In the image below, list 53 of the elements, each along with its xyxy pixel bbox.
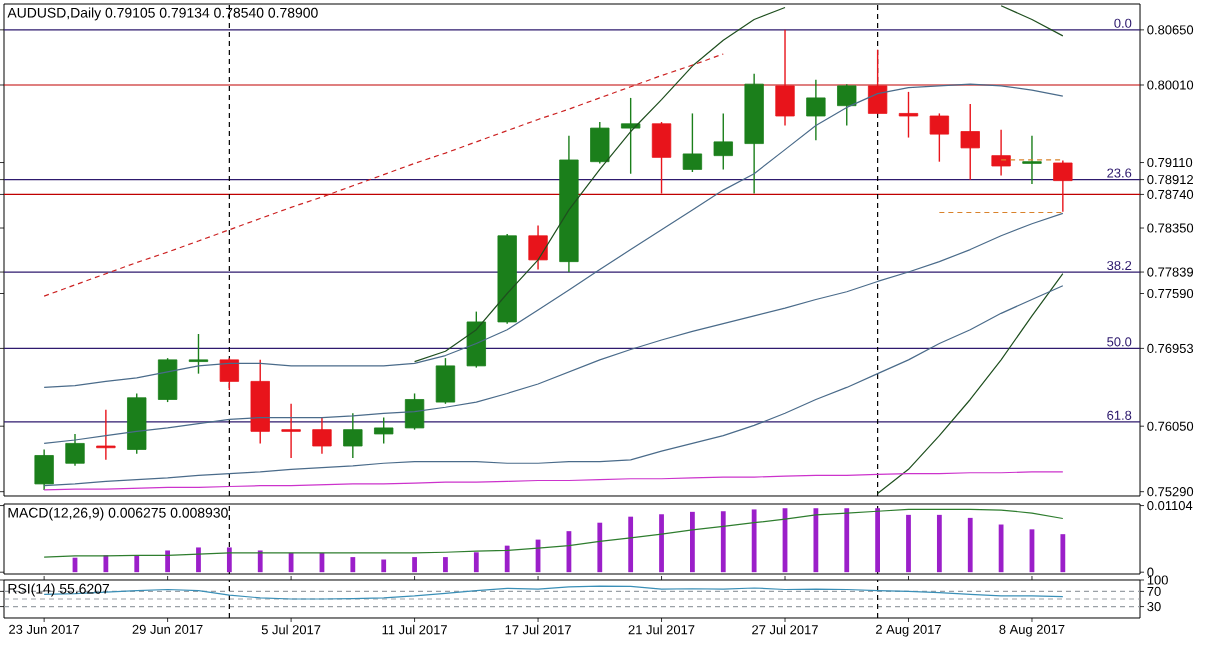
bar — [1060, 534, 1066, 573]
bar — [690, 511, 695, 573]
candlestick — [837, 83, 857, 127]
bar — [998, 524, 1004, 573]
candlestick — [898, 91, 919, 139]
bar — [257, 550, 263, 573]
candlestick — [466, 310, 486, 369]
bar — [196, 547, 201, 573]
candlestick — [96, 409, 116, 461]
bar — [751, 509, 757, 573]
bar — [936, 514, 942, 573]
candlestick — [806, 79, 826, 141]
candlestick — [621, 97, 641, 175]
candlestick — [713, 112, 733, 171]
bar — [473, 552, 479, 573]
candlestick — [34, 448, 54, 491]
bar — [844, 508, 850, 573]
candlestick — [775, 29, 795, 127]
bar — [720, 511, 726, 573]
bar — [381, 559, 387, 573]
bar — [412, 557, 417, 573]
bar — [967, 517, 973, 573]
candlestick — [312, 416, 332, 455]
candlestick — [435, 357, 456, 405]
candlestick — [867, 48, 888, 115]
candlestick — [219, 357, 240, 391]
bar — [628, 516, 634, 573]
candlestick — [374, 416, 394, 445]
bar — [906, 514, 911, 573]
bar — [813, 508, 819, 573]
candlestick — [960, 103, 980, 181]
candlestick — [404, 392, 425, 431]
line-series — [877, 273, 1064, 495]
candlestick — [188, 333, 209, 375]
candlestick — [528, 224, 548, 271]
bar — [597, 522, 603, 573]
bar — [165, 550, 171, 573]
bar — [504, 545, 510, 573]
bar — [134, 555, 140, 573]
candlestick — [343, 412, 363, 459]
candlestick — [590, 121, 610, 165]
candlestick — [991, 129, 1011, 177]
candlestick — [651, 121, 672, 195]
candlestick — [281, 403, 301, 459]
candlestick — [929, 112, 950, 163]
candlestick — [1022, 135, 1042, 185]
candlestick — [682, 112, 703, 173]
candlestick — [157, 357, 178, 403]
bar — [659, 514, 664, 573]
bar — [443, 557, 448, 573]
candlestick — [65, 433, 85, 467]
bar — [350, 557, 356, 573]
candlestick — [1053, 159, 1073, 213]
